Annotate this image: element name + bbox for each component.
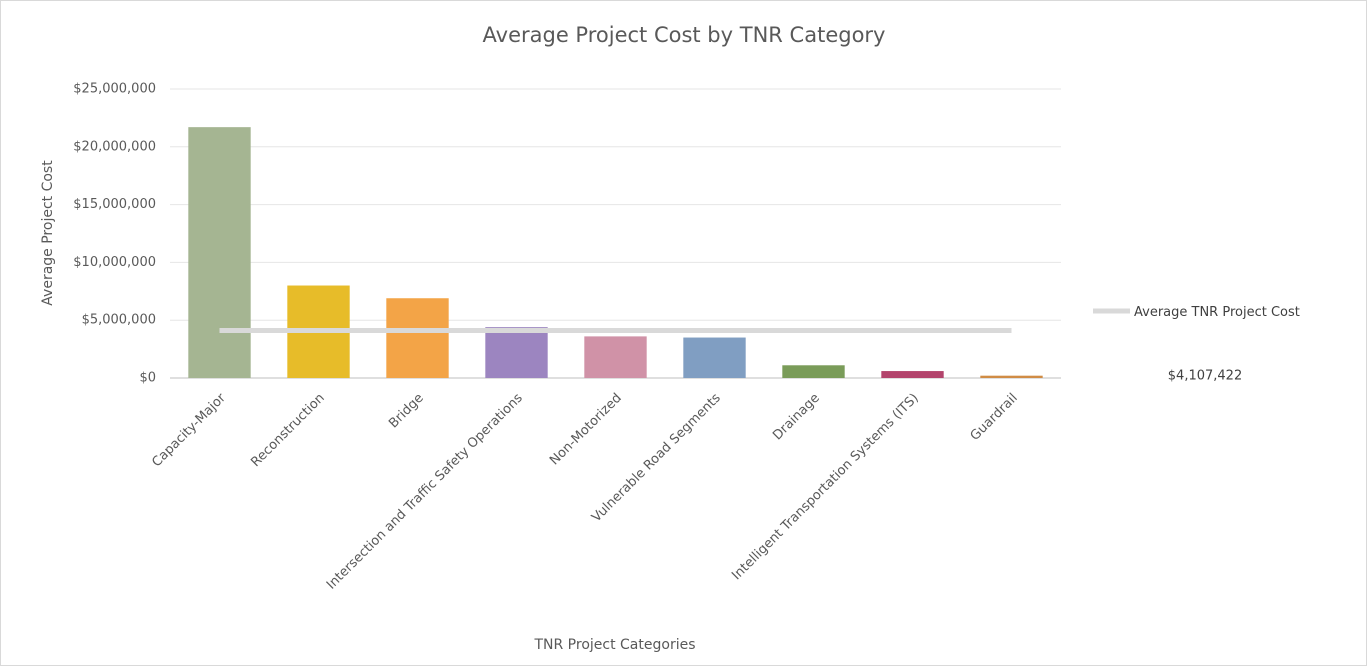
bar [980, 375, 1043, 378]
y-axis-title: Average Project Cost [40, 160, 56, 306]
bar [386, 298, 449, 378]
reference-value-label: $4,107,422 [1168, 369, 1242, 384]
y-tick-label: $15,000,000 [73, 197, 156, 212]
y-tick-label: $10,000,000 [73, 255, 156, 270]
y-tick-label: $0 [139, 371, 156, 386]
y-tick-label: $5,000,000 [82, 313, 156, 328]
bar [683, 337, 746, 378]
x-axis-title: TNR Project Categories [533, 637, 695, 653]
y-tick-label: $25,000,000 [73, 82, 156, 97]
chart-title: Average Project Cost by TNR Category [483, 23, 886, 47]
y-tick-label: $20,000,000 [73, 139, 156, 154]
bar [188, 127, 251, 378]
legend-label: Average TNR Project Cost [1134, 305, 1300, 320]
bar [584, 336, 647, 378]
bar [881, 371, 944, 378]
bar [485, 327, 548, 378]
bar [782, 365, 845, 378]
